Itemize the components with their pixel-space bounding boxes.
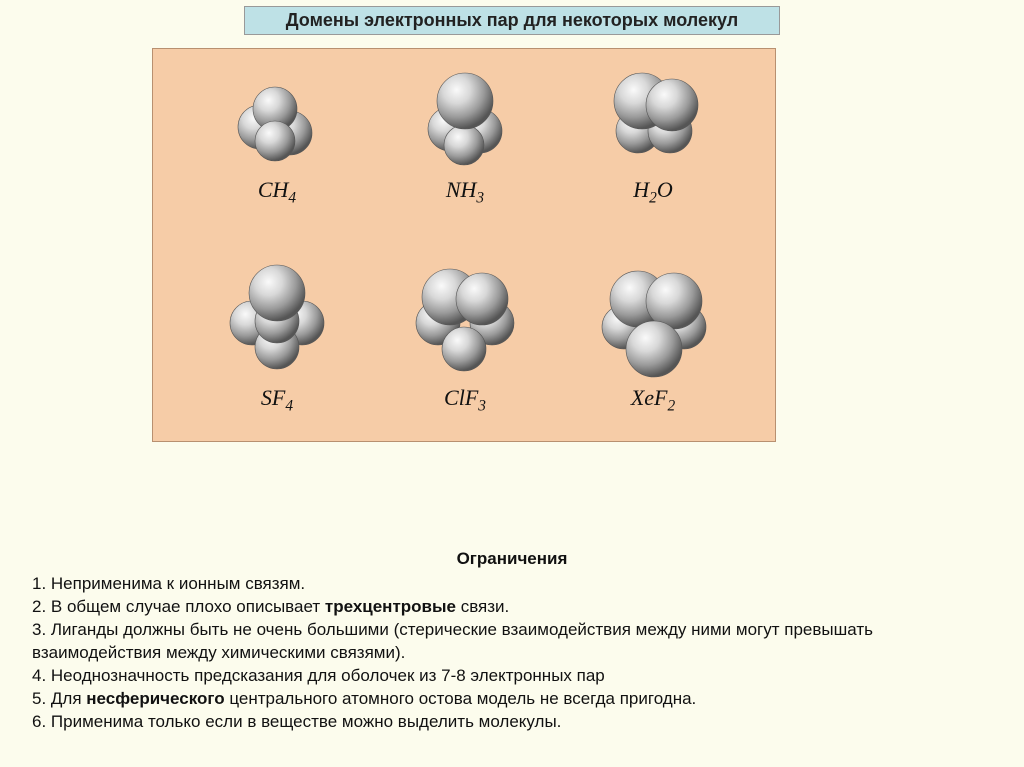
limitations-block: Ограничения 1. Неприменима к ионным связ…	[32, 548, 992, 734]
limitation-item: 6. Применима только если в веществе можн…	[32, 711, 992, 734]
molecule-figure	[202, 257, 352, 379]
limitation-item: 1. Неприменима к ионным связям.	[32, 573, 992, 596]
limitation-item: 2. В общем случае плохо описывает трехце…	[32, 596, 992, 619]
molecule-cell: XeF2	[549, 257, 757, 415]
molecule-cell: NH3	[361, 61, 569, 207]
page-title: Домены электронных пар для некоторых мол…	[244, 6, 780, 35]
molecule-figure	[390, 257, 540, 379]
limitations-heading: Ограничения	[32, 548, 992, 571]
molecule-cell: SF4	[173, 257, 381, 415]
molecule-label: H2O	[549, 177, 757, 207]
molecule-label: CH4	[173, 177, 381, 207]
molecule-figure	[578, 257, 728, 379]
molecule-label: NH3	[361, 177, 569, 207]
molecule-cell: H2O	[549, 59, 757, 207]
molecule-figure	[578, 59, 728, 171]
limitation-item: 5. Для несферического центрального атомн…	[32, 688, 992, 711]
molecule-cell: ClF3	[361, 257, 569, 415]
molecule-figure	[202, 67, 352, 171]
limitation-item: 3. Лиганды должны быть не очень большими…	[32, 619, 992, 665]
molecule-panel: CH4NH3H2O SF4ClF3XeF2	[152, 48, 776, 442]
molecule-label: SF4	[173, 385, 381, 415]
molecule-label: ClF3	[361, 385, 569, 415]
limitations-list: 1. Неприменима к ионным связям.2. В обще…	[32, 573, 992, 734]
limitation-item: 4. Неоднозначность предсказания для обол…	[32, 665, 992, 688]
molecule-label: XeF2	[549, 385, 757, 415]
molecule-cell: CH4	[173, 67, 381, 207]
molecule-figure	[390, 61, 540, 171]
